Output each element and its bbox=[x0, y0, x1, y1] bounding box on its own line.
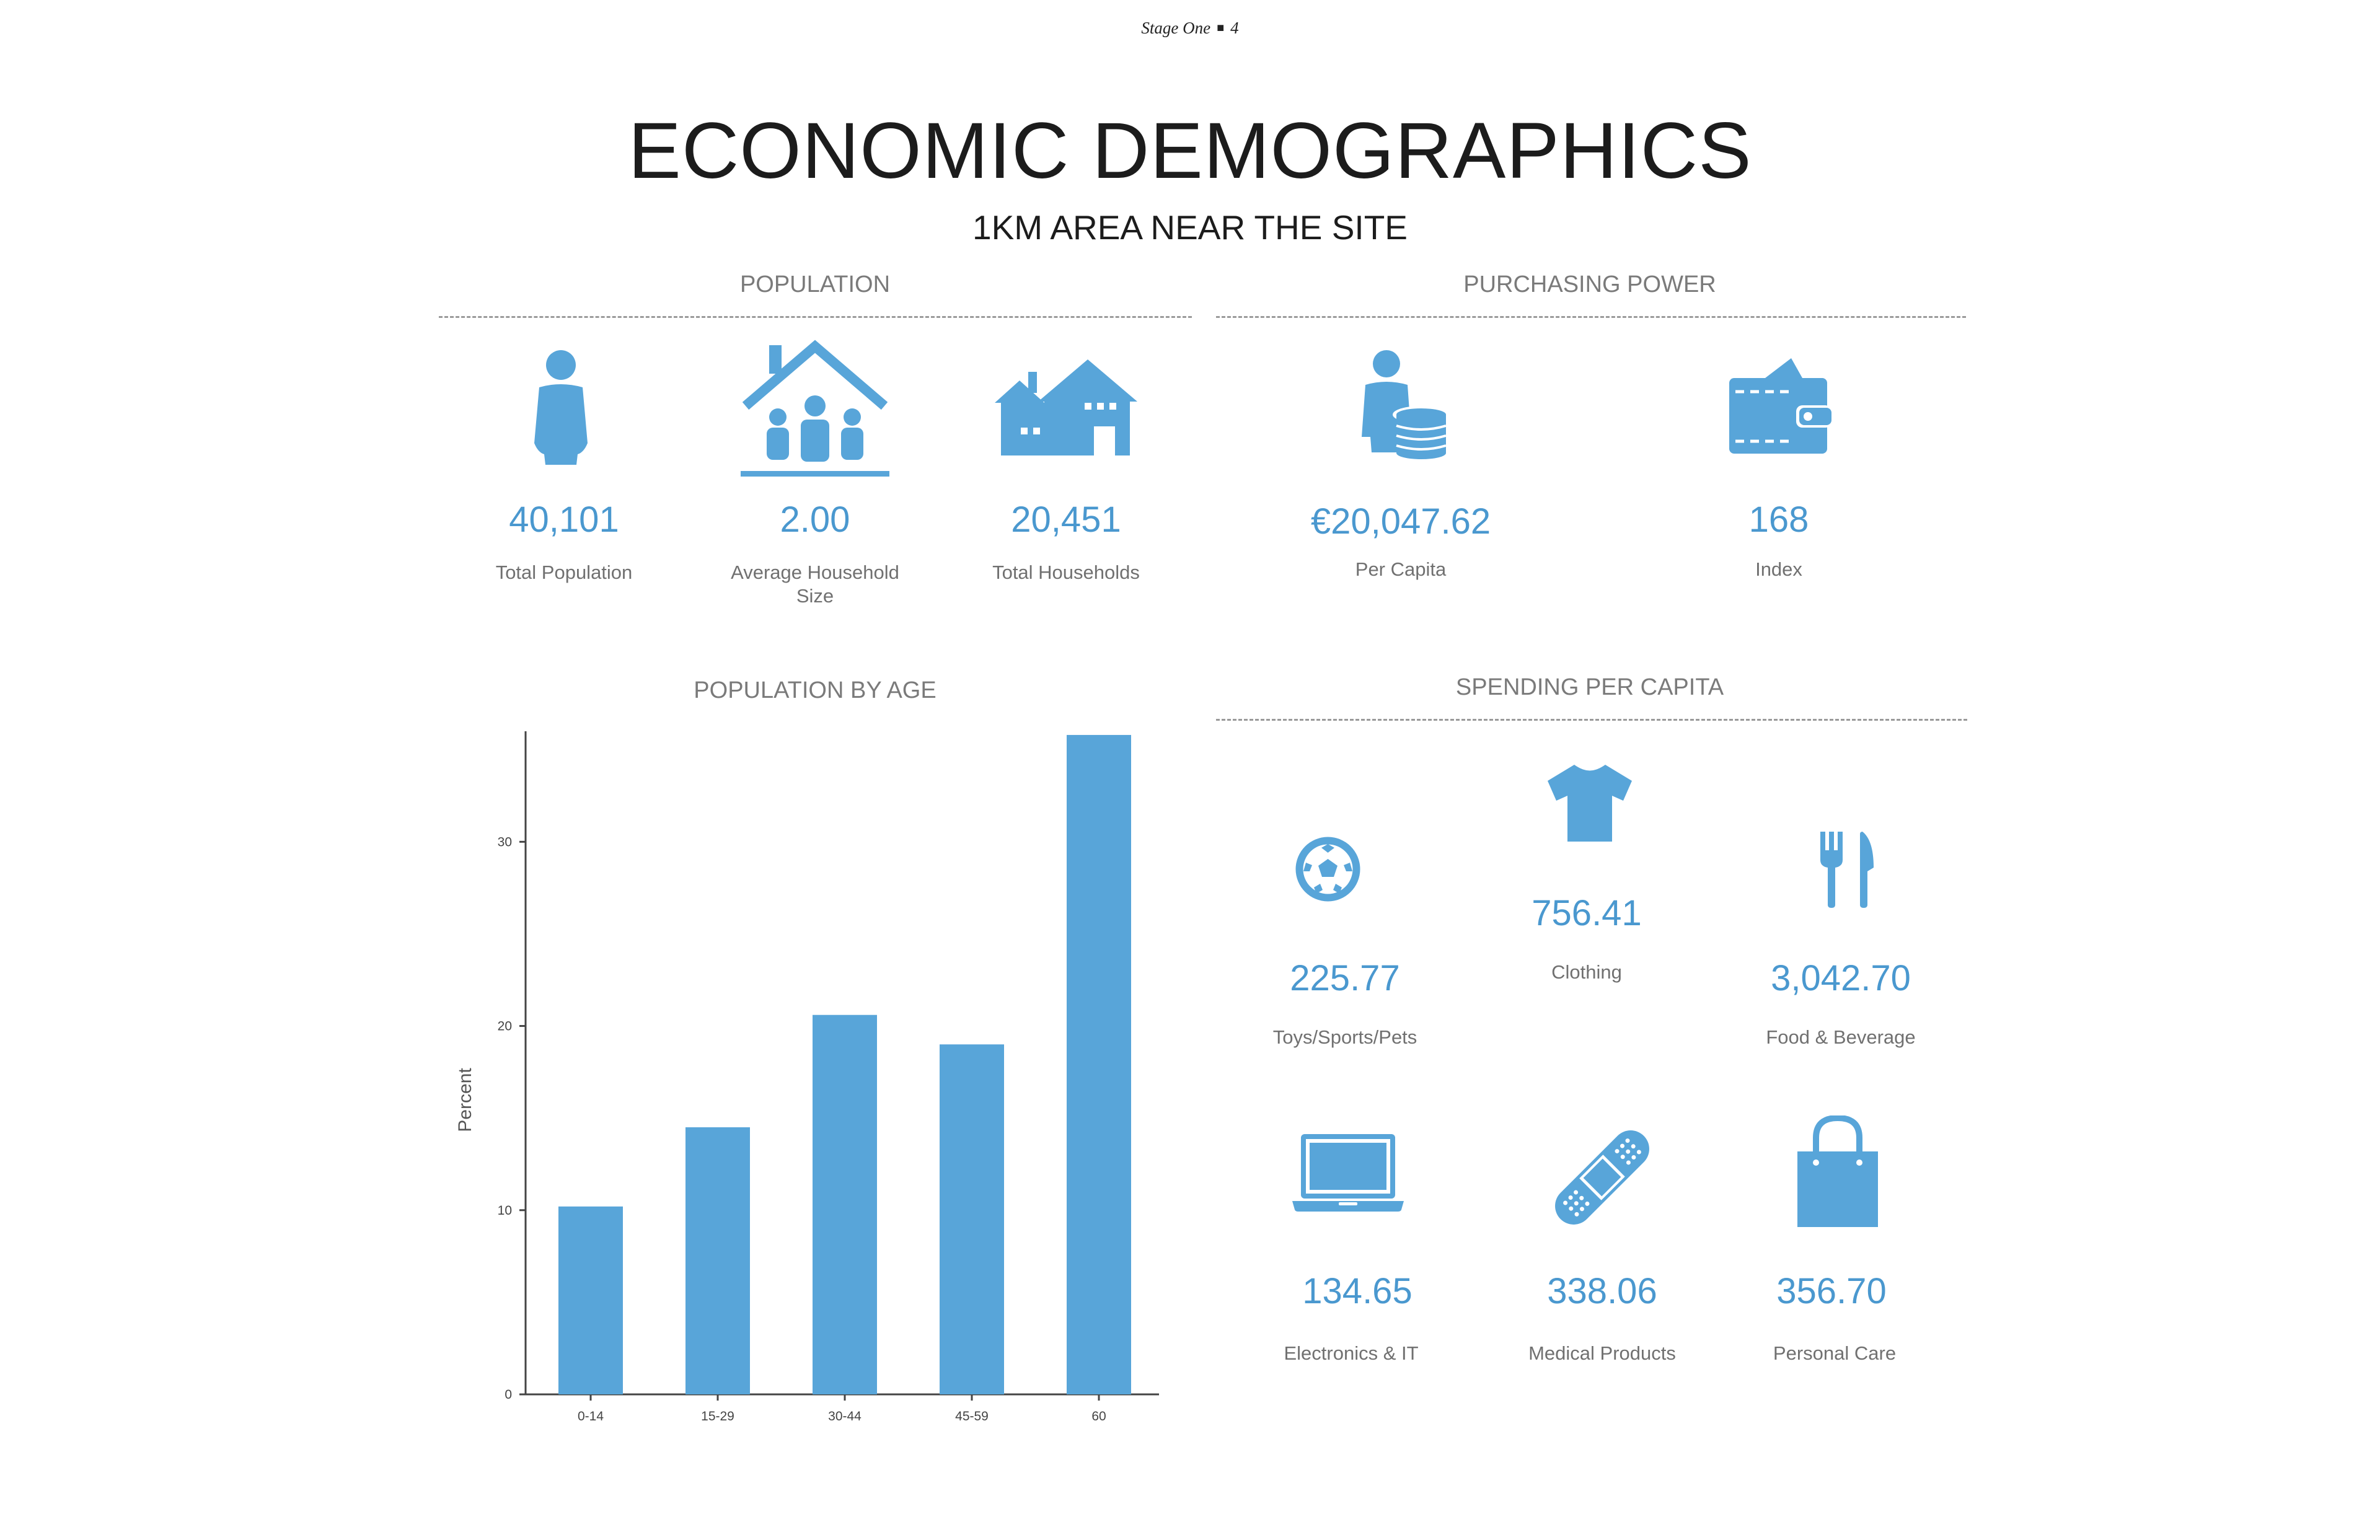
page-subtitle: 1KM AREA NEAR THE SITE bbox=[972, 208, 1408, 247]
total-population-label: Total Population bbox=[495, 561, 633, 583]
family-house-icon bbox=[741, 340, 889, 477]
fork-knife-icon bbox=[1820, 832, 1874, 908]
houses-icon bbox=[995, 359, 1137, 455]
population-by-age-title: POPULATION BY AGE bbox=[694, 677, 937, 703]
person-icon bbox=[534, 350, 588, 465]
total-households-value: 20,451 bbox=[1011, 499, 1121, 540]
total-population-value: 40,101 bbox=[509, 499, 619, 540]
avg-household-size-label: Average Household Size bbox=[700, 561, 930, 608]
clothing-value: 756.41 bbox=[1532, 893, 1642, 933]
electronics-it-label: Electronics & IT bbox=[1284, 1342, 1419, 1364]
avg-household-size-label-line1: Average Household bbox=[731, 561, 899, 583]
medical-products-value: 338.06 bbox=[1547, 1271, 1657, 1311]
spending-divider bbox=[1216, 719, 1967, 721]
chart-y-tick-label: 30 bbox=[498, 835, 512, 849]
page-header: Stage One ■ 4 bbox=[0, 19, 2380, 38]
per-capita-label: Per Capita bbox=[1355, 558, 1447, 580]
medical-products-label: Medical Products bbox=[1528, 1342, 1676, 1364]
chart-x-tick-label: 0-14 bbox=[578, 1409, 604, 1423]
laptop-icon bbox=[1292, 1134, 1404, 1212]
spending-section-title: SPENDING PER CAPITA bbox=[1455, 674, 1724, 700]
toys-sports-pets-value: 225.77 bbox=[1290, 958, 1400, 998]
population-divider bbox=[439, 316, 1192, 318]
chart-x-tick-label: 30-44 bbox=[828, 1409, 862, 1423]
chart-bar bbox=[558, 1206, 623, 1394]
chart-bar bbox=[1067, 734, 1131, 1394]
chart-x-tick-label: 15-29 bbox=[701, 1409, 734, 1423]
chart-y-tick-label: 10 bbox=[498, 1203, 512, 1218]
chart-y-axis-label: Percent bbox=[455, 1068, 475, 1132]
header-separator: ■ bbox=[1217, 21, 1225, 35]
tshirt-icon bbox=[1548, 763, 1632, 842]
purchasing-power-section-title: PURCHASING POWER bbox=[1463, 271, 1716, 297]
chart-bar bbox=[813, 1014, 877, 1394]
chart-y-tick-label: 0 bbox=[505, 1388, 512, 1402]
bandage-icon bbox=[1555, 1130, 1649, 1225]
header-section: Stage One bbox=[1141, 19, 1211, 37]
personal-care-label: Personal Care bbox=[1773, 1342, 1897, 1364]
chart-bar bbox=[685, 1127, 750, 1394]
electronics-it-value: 134.65 bbox=[1302, 1271, 1413, 1311]
page-title: ECONOMIC DEMOGRAPHICS bbox=[628, 107, 1752, 195]
food-beverage-value: 3,042.70 bbox=[1771, 958, 1911, 998]
chart-y-tick-label: 20 bbox=[498, 1019, 512, 1034]
chart-bar bbox=[940, 1044, 1004, 1394]
population-section-title: POPULATION bbox=[739, 271, 891, 297]
population-by-age-chart: 0 10 20 30 Percent 0-14 15-29 30-44 45-59 60 bbox=[455, 731, 1159, 1423]
page-number: 4 bbox=[1230, 19, 1239, 37]
clothing-label: Clothing bbox=[1551, 961, 1622, 983]
soccer-ball-icon bbox=[1295, 837, 1360, 902]
wallet-icon bbox=[1729, 358, 1831, 454]
index-label: Index bbox=[1755, 558, 1802, 580]
chart-x-tick-label: 45-59 bbox=[955, 1409, 989, 1423]
total-households-label: Total Households bbox=[992, 561, 1140, 583]
avg-household-size-label-line2: Size bbox=[796, 585, 834, 607]
per-capita-value: €20,047.62 bbox=[1310, 501, 1491, 542]
person-coins-icon bbox=[1362, 350, 1447, 459]
chart-x-tick-label: 60 bbox=[1091, 1409, 1106, 1423]
index-value: 168 bbox=[1748, 499, 1809, 540]
toys-sports-pets-label: Toys/Sports/Pets bbox=[1272, 1026, 1417, 1048]
personal-care-value: 356.70 bbox=[1776, 1271, 1887, 1311]
food-beverage-label: Food & Beverage bbox=[1766, 1026, 1916, 1048]
shopping-bag-icon bbox=[1797, 1115, 1878, 1227]
avg-household-size-value: 2.00 bbox=[780, 499, 850, 540]
purchasing-power-divider bbox=[1216, 316, 1966, 318]
